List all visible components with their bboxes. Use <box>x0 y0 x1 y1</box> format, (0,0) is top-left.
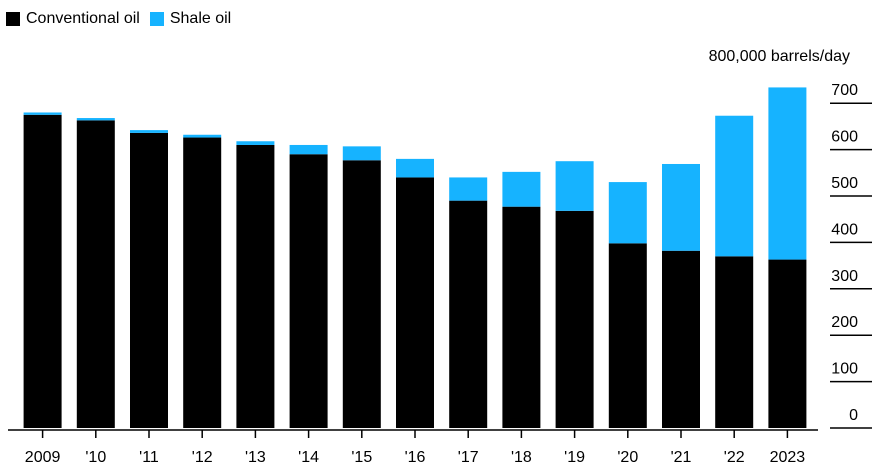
legend-label-conventional: Conventional oil <box>26 10 140 27</box>
bar-shale-8 <box>449 177 488 201</box>
bar-conventional-0 <box>23 114 62 429</box>
bar-shale-10 <box>555 161 594 211</box>
bar-shale-6 <box>342 146 381 161</box>
x-tick-label-3: '12 <box>192 449 213 466</box>
bar-shale-3 <box>183 134 222 138</box>
y-tick-label-400: 400 <box>831 221 858 238</box>
bar-conventional-2 <box>130 132 168 428</box>
bar-shale-5 <box>289 144 328 155</box>
bar-conventional-13 <box>715 256 754 428</box>
legend-item-conventional: Conventional oil <box>6 10 140 28</box>
bar-shale-11 <box>608 182 647 244</box>
x-tick-label-13: '22 <box>724 449 745 466</box>
bar-conventional-10 <box>555 210 594 428</box>
y-tick-label-200: 200 <box>831 314 858 331</box>
conventional-swatch <box>6 12 20 26</box>
bar-conventional-11 <box>608 243 647 428</box>
x-tick-label-8: '17 <box>458 449 479 466</box>
x-tick-label-6: '15 <box>351 449 372 466</box>
bar-shale-1 <box>76 118 115 121</box>
x-tick-label-1: '10 <box>85 449 106 466</box>
bar-conventional-1 <box>76 120 115 429</box>
bar-conventional-5 <box>289 154 328 429</box>
x-tick-label-5: '14 <box>298 449 319 466</box>
bar-shale-9 <box>502 171 541 207</box>
x-tick-label-9: '18 <box>511 449 532 466</box>
bar-shale-0 <box>23 112 62 115</box>
y-tick-label-0: 0 <box>849 407 858 424</box>
bar-conventional-7 <box>396 177 434 428</box>
bar-conventional-8 <box>449 200 488 428</box>
shale-swatch <box>149 12 164 26</box>
bar-conventional-6 <box>342 160 381 428</box>
legend-item-shale: Shale oil <box>149 10 232 28</box>
x-tick-label-12: '21 <box>671 449 692 466</box>
y-tick-label-600: 600 <box>831 129 858 146</box>
legend: Conventional oil Shale oil <box>6 10 231 28</box>
bar-conventional-9 <box>502 206 541 428</box>
x-tick-label-2: '11 <box>139 449 159 466</box>
legend-label-shale: Shale oil <box>169 10 232 27</box>
bar-shale-14 <box>768 87 807 260</box>
bar-shale-13 <box>715 115 754 257</box>
bar-conventional-3 <box>183 137 222 428</box>
x-tick-label-14: 2023 <box>770 449 806 466</box>
bar-shale-12 <box>662 163 700 251</box>
x-tick-label-11: '20 <box>617 449 638 466</box>
y-tick-label-300: 300 <box>831 268 858 285</box>
bar-shale-7 <box>396 158 434 178</box>
x-tick-label-7: '16 <box>405 449 426 466</box>
y-tick-label-100: 100 <box>831 361 858 378</box>
x-tick-label-0: 2009 <box>25 449 61 466</box>
bar-shale-4 <box>236 141 275 145</box>
bar-conventional-4 <box>236 144 275 428</box>
bar-conventional-12 <box>662 250 700 428</box>
bar-shale-2 <box>130 130 168 133</box>
y-tick-label-500: 500 <box>831 175 858 192</box>
x-tick-label-4: '13 <box>245 449 266 466</box>
bar-conventional-14 <box>768 259 807 428</box>
y-tick-label-700: 700 <box>831 82 858 99</box>
unit-label: 800,000 barrels/day <box>708 48 850 65</box>
x-tick-label-10: '19 <box>564 449 585 466</box>
